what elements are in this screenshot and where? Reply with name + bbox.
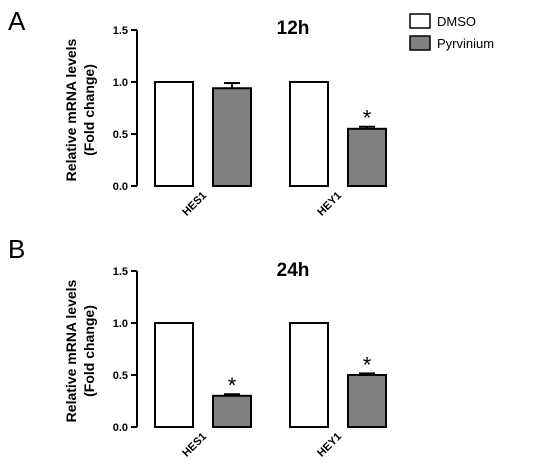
y-axis-label-line: (Fold change) — [81, 64, 97, 156]
y-axis-label-line: Relative mRNA levels — [63, 38, 79, 181]
category-label: HEY1 — [315, 431, 344, 460]
chart-title: 12h — [277, 18, 310, 39]
bar-dmso-hes1 — [154, 322, 194, 428]
bar-pyrvinium-hes1 — [212, 87, 252, 187]
y-tick-label: 1.5 — [113, 25, 128, 37]
y-axis-label-line: (Fold change) — [81, 305, 97, 397]
y-tick-label: 1.5 — [113, 266, 128, 278]
y-tick-label: 0.5 — [113, 129, 128, 141]
bar-dmso-hey1 — [289, 81, 329, 187]
y-tick-label: 1.0 — [113, 318, 128, 330]
chart-title: 24h — [277, 260, 310, 281]
y-tick-label: 1.0 — [113, 77, 128, 89]
y-axis-label-line: Relative mRNA levels — [63, 279, 79, 422]
category-label: HES1 — [180, 190, 209, 219]
legend-label-dmso: DMSO — [437, 14, 476, 29]
category-label: HEY1 — [315, 190, 344, 219]
bar-pyrvinium-hey1 — [347, 374, 387, 428]
legend-swatch-pyrvinium — [409, 35, 431, 51]
y-axis-label: Relative mRNA levels (Fold change) — [63, 38, 97, 181]
panel-letter: A — [8, 6, 26, 36]
y-axis-label: Relative mRNA levels (Fold change) — [63, 279, 97, 422]
y-tick-label: 0.0 — [113, 422, 128, 434]
y-tick-label: 0.5 — [113, 370, 128, 382]
legend-label-pyrvinium: Pyrvinium — [437, 36, 494, 51]
significance-star: * — [363, 106, 372, 131]
significance-star: * — [363, 352, 372, 377]
legend-swatch-dmso — [409, 13, 431, 29]
bar-dmso-hes1 — [154, 81, 194, 187]
y-tick-label: 0.0 — [113, 181, 128, 193]
legend: DMSO Pyrvinium — [409, 13, 494, 51]
panel-a: A 12h 0.0 0.5 1.0 1.5 Relative mRNA levels (Fol… — [8, 6, 387, 219]
significance-star: * — [228, 373, 237, 398]
bar-pyrvinium-hes1 — [212, 394, 252, 428]
bar-dmso-hey1 — [289, 322, 329, 428]
category-label: HES1 — [180, 431, 209, 460]
panel-letter: B — [8, 234, 25, 264]
bar-pyrvinium-hey1 — [347, 127, 387, 188]
panel-b: B 24h 0.0 0.5 1.0 1.5 Relative mRNA levels (Fol… — [8, 234, 387, 460]
